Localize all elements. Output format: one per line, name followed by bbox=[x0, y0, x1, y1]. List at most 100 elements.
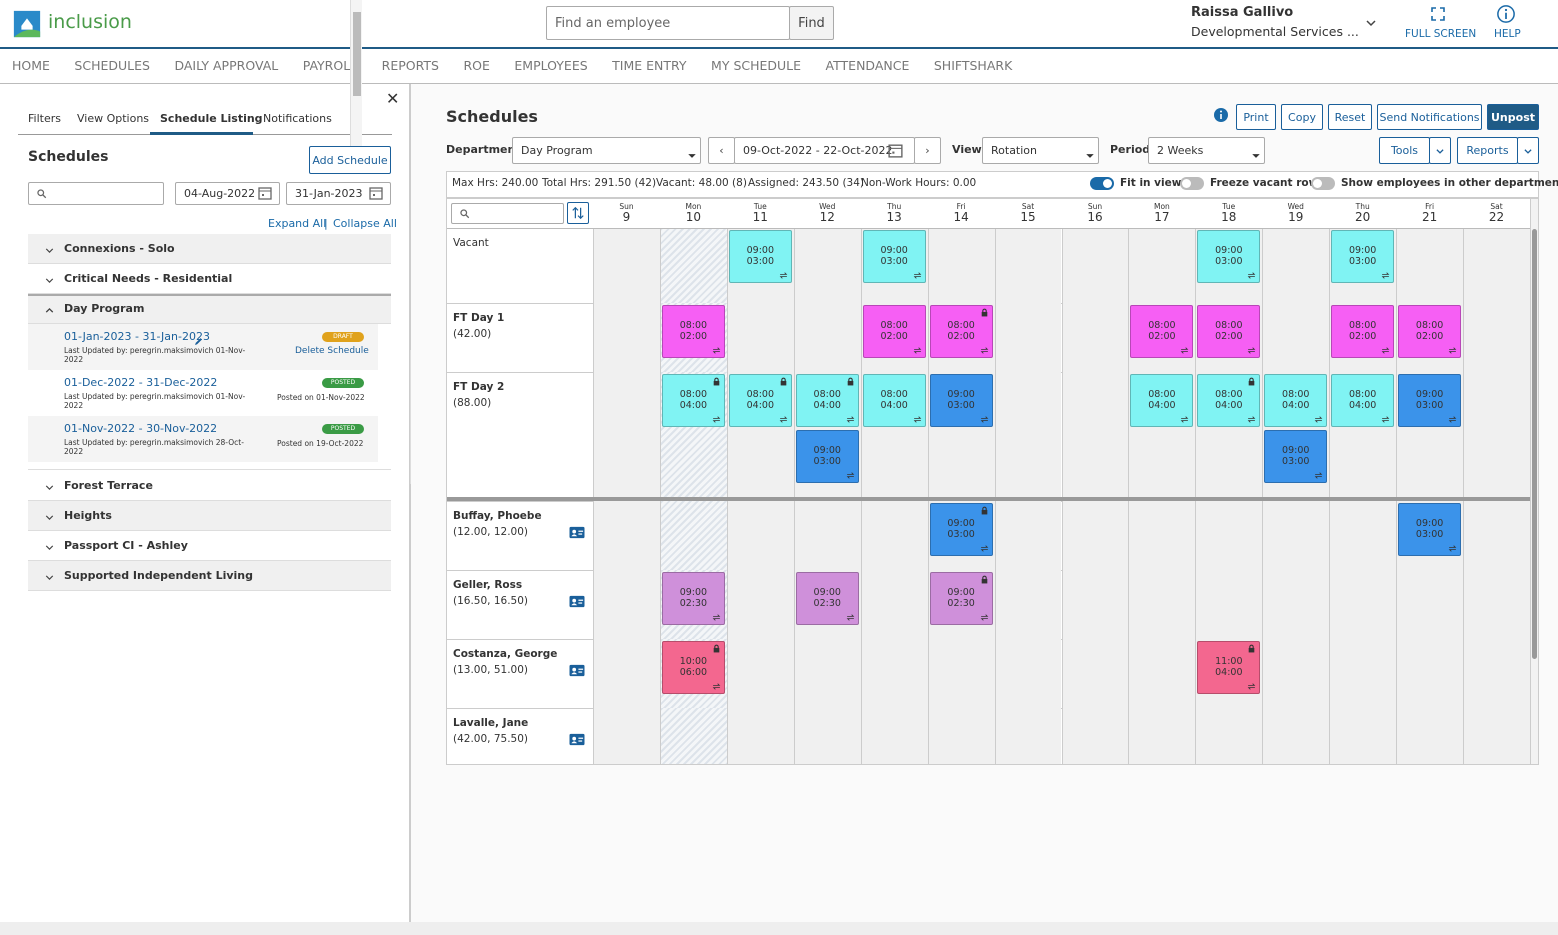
shift[interactable]: 09:00 03:00 bbox=[1264, 430, 1328, 483]
shift[interactable]: 08:00 04:00 bbox=[728, 374, 792, 427]
tools-button[interactable]: Tools bbox=[1379, 137, 1430, 164]
toolbar-button[interactable]: Print bbox=[1236, 104, 1276, 130]
nav-item[interactable]: SCHEDULES bbox=[74, 58, 150, 73]
toggle[interactable] bbox=[1180, 177, 1204, 190]
schedule-range[interactable]: 01-Dec-2022 - 31-Dec-2022 bbox=[64, 376, 218, 389]
weekday: Tue bbox=[753, 202, 767, 211]
schedule-item[interactable] bbox=[28, 324, 378, 370]
toolbar-button[interactable]: Send Notifications bbox=[1377, 104, 1482, 130]
nav-item[interactable]: ROE bbox=[463, 58, 490, 73]
employee-card-icon bbox=[568, 525, 586, 540]
nav-item[interactable]: EMPLOYEES bbox=[514, 58, 588, 73]
nav-item[interactable]: HOME bbox=[12, 58, 50, 73]
schedule-item[interactable] bbox=[28, 462, 378, 469]
schedule-range[interactable]: 01-Nov-2022 - 30-Nov-2022 bbox=[64, 422, 218, 435]
tab[interactable]: Notifications bbox=[263, 112, 332, 125]
nav-item[interactable]: PAYROLL bbox=[302, 58, 358, 73]
view-select[interactable]: Rotation bbox=[982, 137, 1099, 164]
split-toggle[interactable] bbox=[1429, 137, 1451, 164]
shift[interactable]: 08:00 02:00 bbox=[1331, 305, 1395, 358]
split-toggle[interactable] bbox=[1517, 137, 1539, 164]
sort-button[interactable] bbox=[567, 202, 589, 224]
search-input[interactable]: Find an employee bbox=[546, 6, 790, 40]
nav-item[interactable]: DAILY APPROVAL bbox=[174, 58, 279, 73]
shift-end: 04:00 bbox=[679, 400, 708, 411]
shift[interactable]: 08:00 04:00 bbox=[1331, 374, 1395, 427]
tab[interactable]: Filters bbox=[28, 112, 61, 125]
shift[interactable]: 08:00 04:00 bbox=[1130, 374, 1194, 427]
shift[interactable]: 09:00 03:00 bbox=[862, 230, 926, 283]
shift[interactable]: 09:00 02:30 bbox=[795, 572, 859, 625]
schedule-range[interactable]: 01-Jan-2023 - 31-Jan-2023 bbox=[64, 330, 210, 343]
department-select[interactable]: Day Program bbox=[512, 137, 701, 164]
shift[interactable]: 08:00 02:00 bbox=[1197, 305, 1261, 358]
shift[interactable]: 08:00 04:00 bbox=[862, 374, 926, 427]
nav-item[interactable]: ATTENDANCE bbox=[825, 58, 910, 73]
day-cell bbox=[927, 228, 995, 303]
group-name: Heights bbox=[64, 509, 112, 522]
group-row[interactable] bbox=[28, 501, 391, 531]
shift[interactable]: 08:00 02:00 bbox=[661, 305, 725, 358]
day-cell bbox=[1061, 570, 1129, 639]
expand-all[interactable]: Expand All bbox=[268, 217, 327, 230]
fullscreen-link[interactable]: FULL SCREEN bbox=[1405, 28, 1477, 40]
date-input[interactable]: 04-Aug-2022 bbox=[175, 182, 280, 205]
group-row[interactable] bbox=[28, 294, 391, 324]
period-select[interactable]: 2 Weeks bbox=[1148, 137, 1265, 164]
add-schedule[interactable]: Add Schedule bbox=[309, 146, 391, 174]
toggle[interactable] bbox=[1090, 177, 1114, 190]
shift[interactable]: 10:00 06:00 bbox=[661, 641, 725, 694]
schedule-search[interactable] bbox=[28, 182, 164, 205]
close-button[interactable]: ✕ bbox=[386, 89, 400, 108]
nav-item[interactable]: TIME ENTRY bbox=[612, 58, 687, 73]
shift[interactable]: 08:00 02:00 bbox=[862, 305, 926, 358]
shift[interactable]: 08:00 02:00 bbox=[1130, 305, 1194, 358]
shift[interactable]: 09:00 03:00 bbox=[728, 230, 792, 283]
shift[interactable]: 08:00 04:00 bbox=[795, 374, 859, 427]
shift[interactable]: 09:00 03:00 bbox=[795, 430, 859, 483]
group-row[interactable] bbox=[28, 471, 391, 501]
shift[interactable]: 11:00 04:00 bbox=[1197, 641, 1261, 694]
shift[interactable]: 09:00 02:30 bbox=[929, 572, 993, 625]
shift[interactable]: 08:00 04:00 bbox=[661, 374, 725, 427]
tab[interactable]: Schedule Listing bbox=[160, 112, 263, 125]
shift[interactable]: 08:00 02:00 bbox=[1398, 305, 1462, 358]
shift[interactable]: 08:00 02:00 bbox=[929, 305, 993, 358]
nav-item[interactable]: SHIFTSHARK bbox=[933, 58, 1013, 73]
shift[interactable]: 09:00 03:00 bbox=[1197, 230, 1261, 283]
toolbar-button[interactable]: Copy bbox=[1281, 104, 1323, 130]
shift[interactable]: 09:00 03:00 bbox=[1331, 230, 1395, 283]
shift[interactable]: 09:00 02:30 bbox=[661, 572, 725, 625]
next-button[interactable]: › bbox=[914, 137, 941, 164]
grid-search[interactable] bbox=[451, 203, 564, 224]
help-link[interactable]: HELP bbox=[1494, 28, 1521, 40]
toolbar-button[interactable]: Reset bbox=[1328, 104, 1372, 130]
collapse-all[interactable]: Collapse All bbox=[333, 217, 397, 230]
unpost-button[interactable]: Unpost bbox=[1487, 104, 1539, 130]
date-range[interactable]: 09-Oct-2022 - 22-Oct-2022 bbox=[734, 137, 915, 164]
prev-button[interactable]: ‹ bbox=[708, 137, 735, 164]
schedule-item[interactable] bbox=[28, 370, 378, 416]
shift[interactable]: 09:00 03:00 bbox=[929, 503, 993, 556]
find-button[interactable]: Find bbox=[789, 6, 834, 40]
day-number: 21 bbox=[1421, 210, 1438, 224]
shift[interactable]: 08:00 04:00 bbox=[1197, 374, 1261, 427]
date-input[interactable]: 31-Jan-2023 bbox=[286, 182, 391, 205]
schedule-range[interactable]: 01-Oct-2022 - 31-Oct-2022 bbox=[64, 468, 213, 469]
shift[interactable]: 08:00 04:00 bbox=[1264, 374, 1328, 427]
group-row[interactable] bbox=[28, 561, 391, 591]
toggle[interactable] bbox=[1311, 177, 1335, 190]
group-row[interactable] bbox=[28, 234, 391, 264]
delete-schedule[interactable]: Delete Schedule bbox=[295, 346, 369, 356]
reports-button[interactable]: Reports bbox=[1457, 137, 1518, 164]
shift[interactable]: 09:00 03:00 bbox=[929, 374, 993, 427]
tab[interactable]: View Options bbox=[77, 112, 150, 125]
schedule-item[interactable] bbox=[28, 416, 378, 462]
group-row[interactable] bbox=[28, 264, 391, 294]
nav-item[interactable]: MY SCHEDULE bbox=[711, 58, 802, 73]
group-row[interactable] bbox=[28, 531, 391, 561]
lock-icon bbox=[712, 377, 721, 386]
shift[interactable]: 09:00 03:00 bbox=[1398, 503, 1462, 556]
shift[interactable]: 09:00 03:00 bbox=[1398, 374, 1462, 427]
nav-item[interactable]: REPORTS bbox=[381, 58, 439, 73]
